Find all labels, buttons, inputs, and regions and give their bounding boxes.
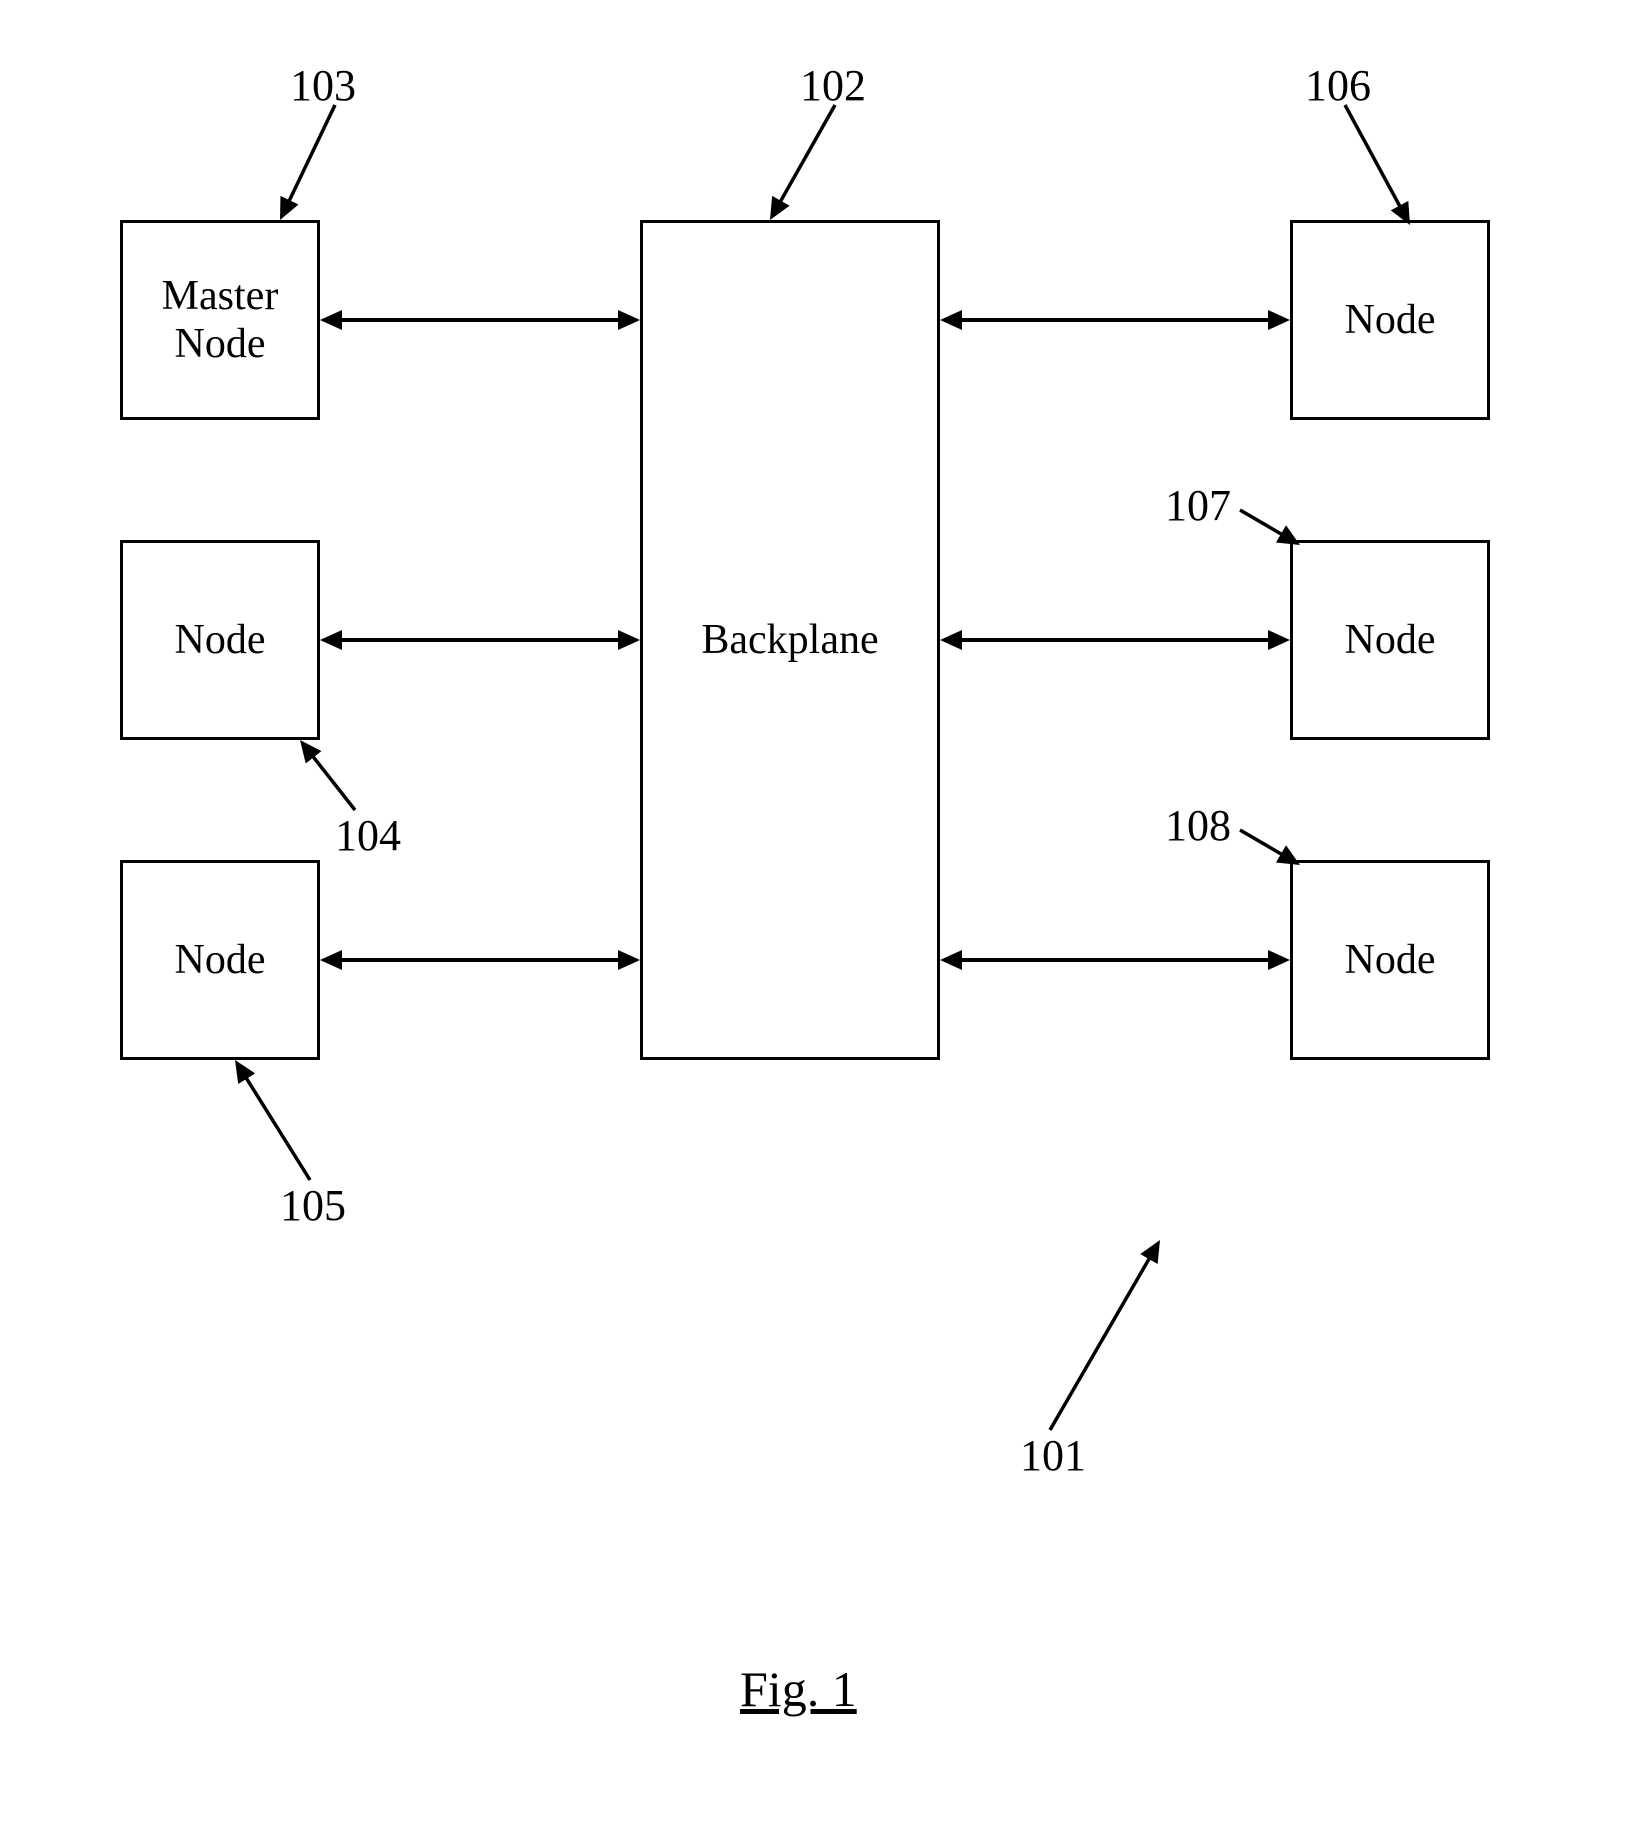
node-105-box: Node — [120, 860, 320, 1060]
diagram-canvas: MasterNode Node Node Backplane Node Node… — [0, 0, 1649, 1836]
ref-103: 103 — [290, 60, 356, 111]
node-104-label: Node — [175, 616, 266, 664]
node-108-label: Node — [1345, 936, 1436, 984]
ref-105: 105 — [280, 1180, 346, 1231]
ref-101: 101 — [1020, 1430, 1086, 1481]
node-108-box: Node — [1290, 860, 1490, 1060]
ref-102: 102 — [800, 60, 866, 111]
ref-108: 108 — [1165, 800, 1231, 851]
node-105-label: Node — [175, 936, 266, 984]
figure-caption: Fig. 1 — [740, 1660, 857, 1718]
node-104-box: Node — [120, 540, 320, 740]
ref-104: 104 — [335, 810, 401, 861]
master-node-box: MasterNode — [120, 220, 320, 420]
node-106-box: Node — [1290, 220, 1490, 420]
ref-106: 106 — [1305, 60, 1371, 111]
node-107-box: Node — [1290, 540, 1490, 740]
master-node-label: MasterNode — [162, 272, 279, 369]
node-106-label: Node — [1345, 296, 1436, 344]
ref-107: 107 — [1165, 480, 1231, 531]
node-107-label: Node — [1345, 616, 1436, 664]
backplane-label: Backplane — [701, 616, 878, 664]
backplane-box: Backplane — [640, 220, 940, 1060]
